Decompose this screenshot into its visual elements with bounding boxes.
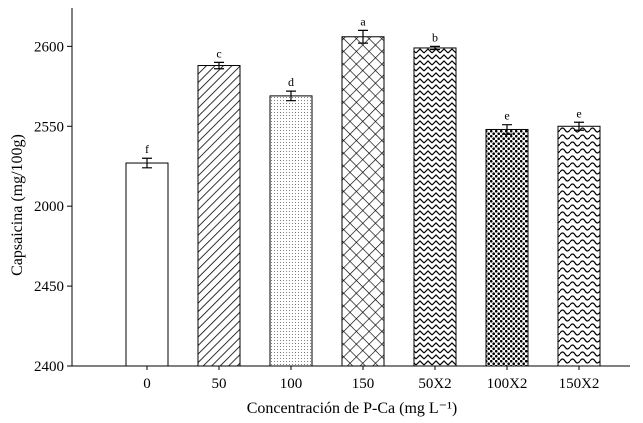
x-tick-label: 100 [280,376,303,392]
bar [125,162,169,367]
x-tick-label: 100X2 [487,376,528,392]
bar [485,128,529,367]
y-axis-title: Capsaicina (mg/100g) [9,134,26,276]
significance-letter: c [216,46,221,60]
x-tick-label: 50 [212,376,227,392]
bar [197,65,241,367]
y-tick-label: 2400 [34,359,64,375]
significance-letter: a [360,14,366,28]
significance-letter: f [145,142,149,156]
error-bar [430,45,440,51]
error-bar [142,157,152,169]
significance-letter: b [432,30,438,44]
error-bar [358,29,368,44]
significance-letter: d [288,75,294,89]
significance-letter: e [576,106,581,120]
bar [341,36,385,367]
x-tick-label: 0 [143,376,151,392]
error-bar [574,121,584,131]
error-bar [214,61,224,70]
error-bar [502,124,512,135]
x-tick-label: 150 [352,376,375,392]
error-bar [286,90,296,102]
y-tick-label: 2600 [34,39,64,55]
x-tick-label: 50X2 [418,376,451,392]
x-axis-title: Concentración de P-Ca (mg L⁻¹) [247,400,458,417]
bar [269,95,313,367]
y-tick-label: 2550 [34,119,64,135]
x-tick-label: 150X2 [559,376,600,392]
bar [557,125,601,367]
y-tick-label: 2000 [34,199,64,215]
bar [413,47,457,367]
y-tick-label: 2450 [34,279,64,295]
significance-letter: e [504,109,509,123]
